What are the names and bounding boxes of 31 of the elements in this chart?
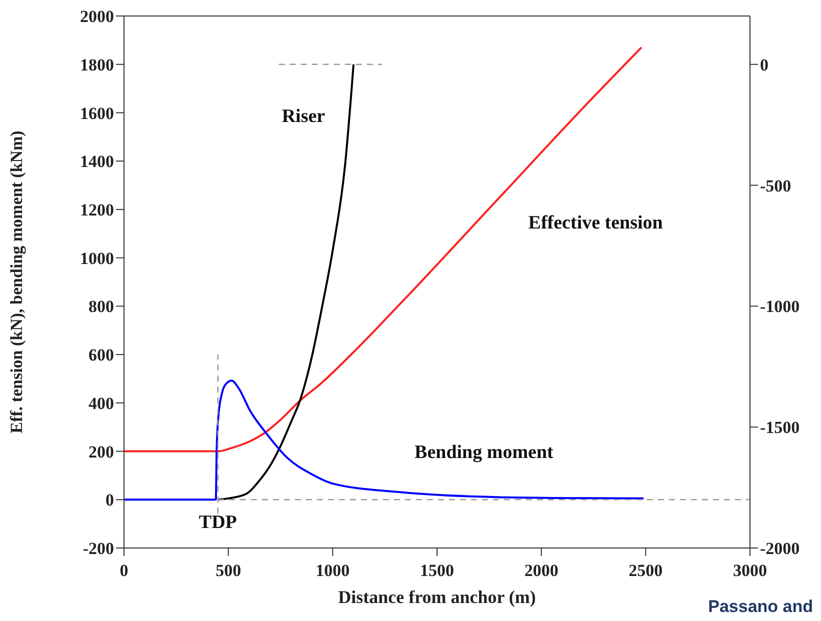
y-tick-label: 1400: [80, 152, 114, 172]
y2-tick-label: -2000: [760, 539, 800, 558]
x-tick-label: 500: [216, 561, 242, 580]
series-label: Riser: [282, 106, 326, 127]
y2-tick-label: 0: [760, 55, 768, 74]
x-tick-label: 1000: [316, 561, 350, 580]
y-tick-label: 800: [88, 297, 114, 316]
y2-tick-label: -500: [760, 176, 792, 196]
y-tick-label: 1800: [80, 55, 114, 74]
y-tick-label: 1200: [80, 200, 114, 220]
x-tick-label: 2500: [628, 561, 663, 580]
y-axis-title: Eff. tension (kN), bending moment (kNm): [7, 130, 26, 434]
x-tick-label: 2000: [524, 561, 558, 580]
x-tick-label: 3000: [733, 561, 767, 580]
series-label: Effective tension: [528, 212, 664, 234]
x-tick-label: 1500: [420, 561, 454, 580]
y-tick-label: 200: [88, 442, 114, 462]
text: Passano and: [708, 597, 813, 617]
y-tick-label: 400: [88, 394, 114, 413]
y-tick-label: 0: [106, 490, 114, 510]
series-label: Bending moment: [414, 442, 554, 464]
y2-tick-label: -1500: [760, 418, 800, 438]
x-tick-label: 0: [120, 561, 128, 580]
y-tick-label: -200: [82, 539, 114, 558]
annotation: TDP: [198, 512, 238, 534]
y-tick-label: 1000: [80, 248, 114, 268]
x-axis-title: Distance from anchor (m): [338, 587, 536, 607]
y-tick-label: 1600: [80, 104, 114, 123]
y-tick-label: 600: [88, 346, 114, 365]
y-tick-label: 2000: [80, 7, 114, 26]
y2-tick-label: -1000: [760, 297, 800, 316]
